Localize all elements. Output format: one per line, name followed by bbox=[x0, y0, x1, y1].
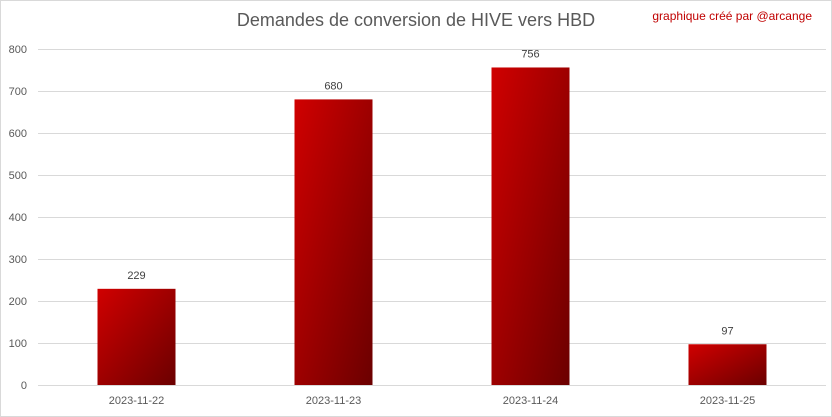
y-tick-label: 100 bbox=[9, 338, 27, 350]
y-tick-label: 800 bbox=[9, 44, 27, 56]
y-axis-ticks: 0 100 200 300 400 500 600 700 800 bbox=[9, 44, 27, 392]
y-tick-label: 600 bbox=[9, 128, 27, 140]
y-tick-label: 500 bbox=[9, 170, 27, 182]
x-tick-label: 2023-11-22 bbox=[109, 395, 164, 407]
y-tick-label: 200 bbox=[9, 296, 27, 308]
data-label: 97 bbox=[721, 325, 733, 337]
data-label: 680 bbox=[324, 80, 342, 92]
y-tick-label: 400 bbox=[9, 212, 27, 224]
y-tick-label: 300 bbox=[9, 254, 27, 266]
x-axis-ticks: 2023-11-22 2023-11-23 2023-11-24 2023-11-25 bbox=[109, 395, 755, 407]
bars: 229 680 756 97 bbox=[97, 48, 767, 386]
data-label: 756 bbox=[521, 48, 539, 60]
chart-credit: graphique créé par @arcange bbox=[652, 9, 812, 23]
bar bbox=[294, 99, 373, 386]
x-tick-label: 2023-11-23 bbox=[306, 395, 361, 407]
bar bbox=[97, 288, 176, 385]
x-tick-label: 2023-11-25 bbox=[700, 395, 755, 407]
y-tick-label: 700 bbox=[9, 86, 27, 98]
data-label: 229 bbox=[127, 270, 145, 282]
bar bbox=[491, 67, 570, 385]
bar bbox=[688, 344, 767, 385]
x-tick-label: 2023-11-24 bbox=[503, 395, 558, 407]
y-tick-label: 0 bbox=[21, 380, 27, 392]
chart-title: Demandes de conversion de HIVE vers HBD bbox=[236, 10, 596, 30]
